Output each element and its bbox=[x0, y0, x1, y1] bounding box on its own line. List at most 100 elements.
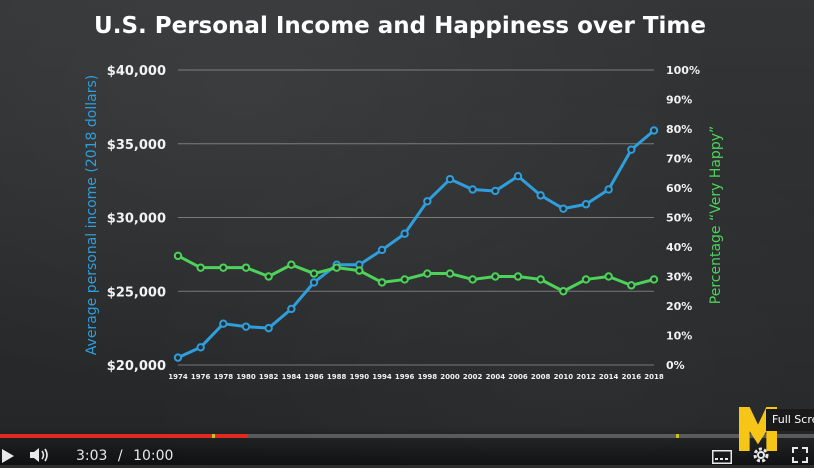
y-axis-left-label: Average personal income (2018 dollars) bbox=[84, 75, 100, 355]
happiness-point bbox=[581, 275, 591, 284]
happiness-point bbox=[173, 251, 183, 261]
happiness-point bbox=[536, 275, 545, 284]
time-separator: / bbox=[117, 448, 123, 464]
income-point bbox=[649, 126, 659, 135]
x-tick-label: 1994 bbox=[372, 373, 392, 381]
x-tick-label: 2004 bbox=[486, 373, 506, 381]
income-line bbox=[177, 129, 655, 359]
income-point bbox=[604, 185, 613, 194]
income-point bbox=[445, 174, 455, 184]
income-point bbox=[377, 245, 387, 255]
y-left-tick-label: $30,000 bbox=[107, 212, 166, 227]
happiness-point bbox=[264, 272, 273, 281]
happiness-point bbox=[468, 275, 477, 284]
income-point bbox=[264, 323, 273, 333]
happiness-point bbox=[513, 272, 523, 281]
y-right-tick-label: 60% bbox=[666, 182, 692, 195]
play-icon[interactable] bbox=[2, 448, 14, 467]
fullscreen-tooltip: Full Screen bbox=[766, 409, 814, 431]
y-axis-right-label: Percentage “Very Happy” bbox=[708, 126, 724, 304]
happiness-point bbox=[355, 266, 364, 275]
x-tick-label: 2000 bbox=[440, 373, 460, 381]
duration: 10:00 bbox=[133, 448, 174, 464]
happiness-point bbox=[241, 263, 251, 272]
income-point bbox=[309, 278, 319, 287]
time-display: 3:03 / 10:00 bbox=[76, 448, 173, 464]
video-controls-bar bbox=[0, 426, 814, 465]
y-right-tick-label: 30% bbox=[666, 271, 692, 284]
series-lines bbox=[173, 126, 659, 362]
y-right-tick-label: 20% bbox=[666, 300, 692, 313]
y-right-tick-label: 10% bbox=[666, 330, 692, 343]
income-point bbox=[491, 186, 500, 196]
y-right-tick-label: 70% bbox=[666, 153, 692, 166]
x-tick-label: 2016 bbox=[622, 373, 642, 381]
captions-icon[interactable] bbox=[712, 449, 732, 468]
y-right-tick-label: 100% bbox=[666, 64, 700, 77]
income-point bbox=[559, 204, 568, 213]
happiness-point bbox=[400, 275, 409, 284]
income-point bbox=[513, 172, 523, 181]
happiness-point bbox=[332, 263, 341, 272]
x-tick-label: 1996 bbox=[395, 373, 415, 381]
x-tick-label: 1986 bbox=[304, 373, 324, 381]
video-progress-played bbox=[0, 434, 249, 438]
income-point bbox=[219, 319, 228, 328]
chart-title: U.S. Personal Income and Happiness over … bbox=[94, 13, 706, 39]
income-point bbox=[536, 191, 545, 200]
happiness-point bbox=[377, 278, 387, 287]
fullscreen-icon[interactable] bbox=[792, 447, 808, 467]
y-left-tick-label: $20,000 bbox=[107, 359, 166, 374]
x-tick-label: 2012 bbox=[576, 373, 596, 381]
income-point bbox=[581, 200, 591, 209]
y-right-tick-label: 40% bbox=[666, 241, 692, 254]
income-point bbox=[423, 197, 432, 206]
x-tick-label: 2018 bbox=[644, 373, 664, 381]
chapter-marker bbox=[676, 434, 679, 438]
x-axis-ticks: 1974 1976 1978 1980 1982 1984 1986 1988 1990 1994… bbox=[168, 373, 664, 381]
income-point bbox=[627, 145, 636, 154]
y-left-tick-label: $40,000 bbox=[107, 64, 166, 79]
x-tick-label: 2010 bbox=[554, 373, 574, 381]
x-tick-label: 1980 bbox=[236, 373, 256, 381]
happiness-point bbox=[627, 281, 636, 290]
x-tick-label: 1988 bbox=[327, 373, 347, 381]
x-tick-label: 1978 bbox=[214, 373, 234, 381]
happiness-point bbox=[445, 269, 455, 278]
happiness-point bbox=[196, 263, 205, 272]
y-right-tick-label: 80% bbox=[666, 123, 692, 136]
income-point bbox=[287, 304, 296, 314]
happiness-point bbox=[219, 263, 228, 272]
y-left-tick-label: $35,000 bbox=[107, 138, 166, 153]
income-point bbox=[173, 353, 183, 362]
income-point bbox=[468, 185, 477, 194]
happiness-line bbox=[177, 254, 655, 293]
y-right-tick-label: 0% bbox=[666, 359, 685, 372]
chapter-marker bbox=[212, 434, 215, 438]
volume-icon[interactable] bbox=[30, 447, 52, 467]
happiness-point bbox=[559, 287, 568, 296]
x-tick-label: 2008 bbox=[531, 373, 551, 381]
income-point bbox=[196, 343, 205, 352]
y-right-tick-label: 50% bbox=[666, 212, 692, 225]
happiness-point bbox=[309, 269, 319, 278]
x-tick-label: 2014 bbox=[599, 373, 619, 381]
x-tick-label: 1976 bbox=[191, 373, 211, 381]
current-time: 3:03 bbox=[76, 448, 108, 464]
x-tick-label: 2002 bbox=[463, 373, 483, 381]
x-tick-label: 1974 bbox=[168, 373, 188, 381]
settings-gear-icon[interactable] bbox=[752, 446, 770, 468]
left-axis-ticks: $20,000 $25,000 $30,000 $35,000 $40,000 bbox=[107, 64, 166, 374]
income-happiness-chart: U.S. Personal Income and Happiness over … bbox=[84, 13, 724, 381]
happiness-point bbox=[287, 260, 296, 269]
right-axis-ticks: 0% 10% 20% 30% 40% 50% 60% 70% 80% 90% 100% bbox=[666, 64, 700, 372]
happiness-point bbox=[649, 275, 659, 284]
x-tick-label: 1982 bbox=[259, 373, 279, 381]
x-tick-label: 1998 bbox=[418, 373, 438, 381]
happiness-point bbox=[604, 272, 613, 281]
video-progress-bar[interactable] bbox=[0, 434, 814, 438]
x-tick-label: 2006 bbox=[508, 373, 528, 381]
x-tick-label: 1990 bbox=[350, 373, 370, 381]
happiness-point bbox=[491, 272, 500, 281]
income-point bbox=[400, 229, 409, 238]
